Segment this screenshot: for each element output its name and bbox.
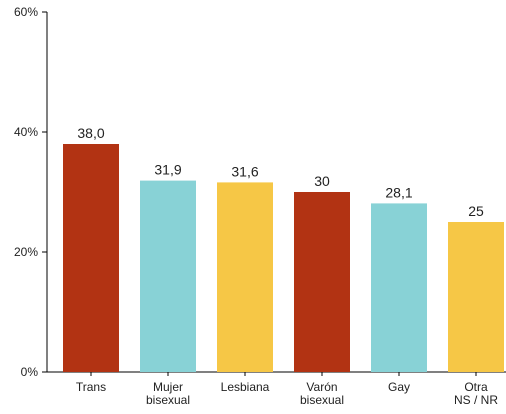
- y-tick-label: 60%: [14, 5, 38, 19]
- bar: [217, 182, 273, 372]
- bar-value-labels: 38,0 31,9 31,6 30 28,1 25: [77, 125, 484, 219]
- bar: [448, 222, 504, 372]
- bar: [371, 203, 427, 372]
- y-tick-label: 0%: [21, 365, 39, 379]
- y-tick-label: 40%: [14, 125, 38, 139]
- bar-value-label: 38,0: [77, 125, 104, 141]
- category-label: Trans: [76, 380, 106, 394]
- bar-value-label: 31,9: [154, 162, 181, 178]
- bar-value-label: 25: [468, 203, 484, 219]
- bar-value-label: 28,1: [385, 184, 412, 200]
- y-axis: 0% 20% 40% 60%: [14, 5, 506, 379]
- category-label: bisexual: [146, 393, 190, 407]
- category-label: bisexual: [300, 393, 344, 407]
- bar: [63, 144, 119, 372]
- category-label: Gay: [388, 380, 410, 394]
- bar-value-label: 30: [314, 173, 330, 189]
- category-label: NS / NR: [454, 393, 498, 407]
- category-label: Mujer: [153, 380, 183, 394]
- y-tick-label: 20%: [14, 245, 38, 259]
- category-label: Varón: [306, 380, 337, 394]
- bar-value-label: 31,6: [231, 163, 258, 179]
- category-label: Lesbiana: [221, 380, 270, 394]
- bars: [63, 144, 504, 372]
- category-label: Otra: [464, 380, 488, 394]
- bar: [140, 180, 196, 372]
- bar: [294, 192, 350, 372]
